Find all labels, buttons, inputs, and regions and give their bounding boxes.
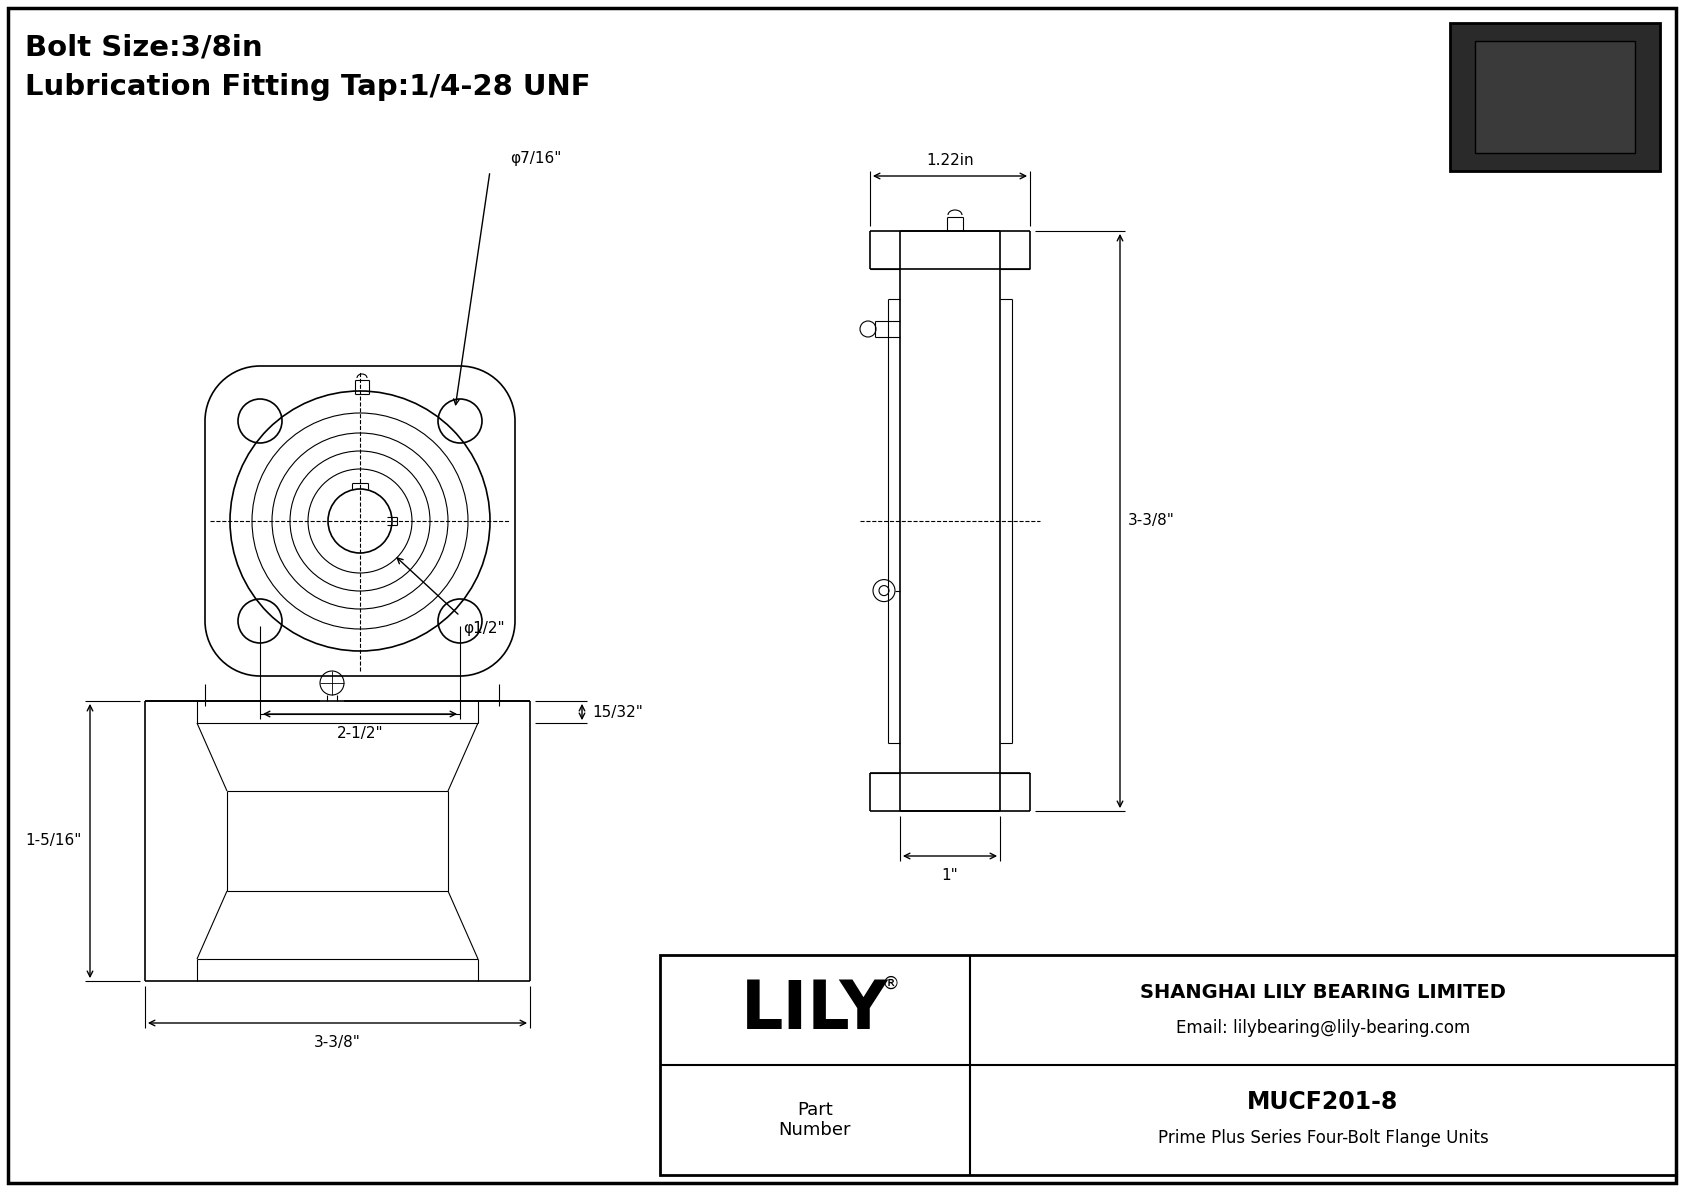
Text: 1-5/16": 1-5/16": [25, 834, 83, 848]
Text: Lubrication Fitting Tap:1/4-28 UNF: Lubrication Fitting Tap:1/4-28 UNF: [25, 73, 591, 101]
Text: Email: lilybearing@lily-bearing.com: Email: lilybearing@lily-bearing.com: [1175, 1019, 1470, 1037]
Text: 2-1/2": 2-1/2": [337, 727, 384, 741]
Circle shape: [1484, 127, 1500, 144]
Circle shape: [1479, 121, 1505, 150]
Bar: [660, 955, 1676, 1176]
Circle shape: [1479, 44, 1505, 71]
Text: 3-3/8": 3-3/8": [1128, 513, 1175, 529]
Text: Part
Number: Part Number: [778, 1100, 850, 1140]
Circle shape: [1610, 50, 1627, 66]
Text: 3-3/8": 3-3/8": [313, 1035, 360, 1050]
Text: ®: ®: [881, 975, 899, 993]
Text: SHANGHAI LILY BEARING LIMITED: SHANGHAI LILY BEARING LIMITED: [1140, 983, 1505, 1002]
Circle shape: [1603, 44, 1632, 71]
Text: 1": 1": [941, 868, 958, 883]
Circle shape: [1610, 127, 1627, 144]
Text: φ1/2": φ1/2": [463, 621, 505, 636]
Text: Bolt Size:3/8in: Bolt Size:3/8in: [25, 33, 263, 61]
Circle shape: [1527, 69, 1583, 125]
Circle shape: [1512, 55, 1596, 139]
Text: LILY: LILY: [741, 977, 889, 1043]
Text: Prime Plus Series Four-Bolt Flange Units: Prime Plus Series Four-Bolt Flange Units: [1157, 1129, 1489, 1147]
Text: 1.22in: 1.22in: [926, 152, 973, 168]
Text: 15/32": 15/32": [593, 705, 643, 719]
Bar: [1475, 40, 1635, 152]
Text: MUCF201-8: MUCF201-8: [1248, 1090, 1399, 1114]
Circle shape: [1603, 121, 1632, 150]
Circle shape: [1541, 83, 1569, 111]
Text: φ7/16": φ7/16": [510, 151, 561, 166]
Circle shape: [1537, 79, 1558, 99]
Bar: [1450, 23, 1660, 172]
Circle shape: [1484, 50, 1500, 66]
